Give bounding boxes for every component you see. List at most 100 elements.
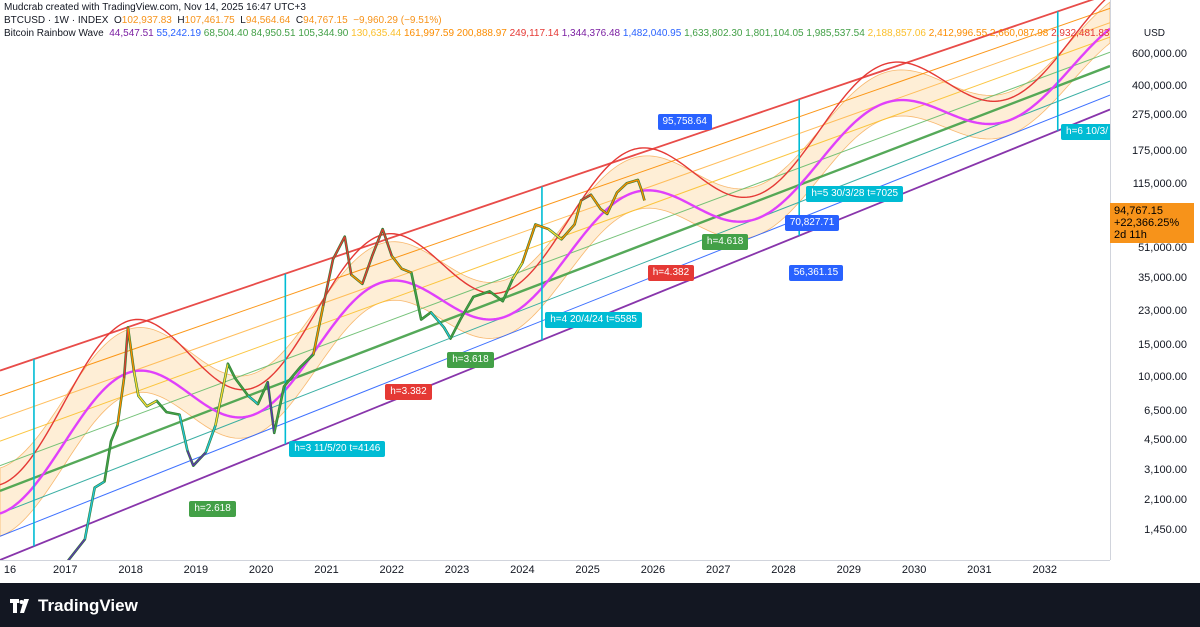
x-tick-label-14: 2030 xyxy=(901,564,927,576)
header-line-1: Mudcrab created with TradingView.com, No… xyxy=(4,2,306,14)
h-label: H xyxy=(177,15,185,26)
indicator-value-10: 1,482,040.95 xyxy=(622,28,685,39)
price-segment-18 xyxy=(192,452,207,467)
y-tick-label-4: 115,000.00 xyxy=(1132,178,1187,191)
h-value: 107,461.75 xyxy=(184,15,235,26)
y-tick-label-11: 4,500.00 xyxy=(1144,434,1187,447)
price-segment-29 xyxy=(312,305,324,355)
price-close: 94,767.15 xyxy=(1114,205,1163,217)
annotation-label-1[interactable]: h=3 11/5/20 t=4146 xyxy=(289,440,386,457)
time-axis[interactable]: 16 2017 2018 2019 2020 2021 2022 2023 2024 2025 20… xyxy=(0,560,1110,583)
indicator-value-8: 249,117.14 xyxy=(509,28,562,39)
price-segment-35 xyxy=(371,228,384,257)
indicator-value-2: 68,504.40 xyxy=(203,28,252,39)
price-segment-41 xyxy=(430,311,445,328)
price-segment-48 xyxy=(511,262,523,280)
symbol-text[interactable]: BTCUSD · 1W · INDEX xyxy=(4,15,109,26)
y-tick-label-8: 15,000.00 xyxy=(1138,339,1187,352)
indicator-value-16: 2,660,087.98 xyxy=(989,28,1052,39)
current-price-label: 94,767.15 +22,366.25% 2d 11h xyxy=(1110,203,1194,243)
indicator-value-12: 1,801,104.05 xyxy=(745,28,807,39)
indicator-name[interactable]: Bitcoin Rainbow Wave xyxy=(4,28,104,39)
price-segment-44 xyxy=(459,296,474,320)
indicator-value-9: 1,344,376.48 xyxy=(561,28,623,39)
y-tick-label-5: 51,000.00 xyxy=(1138,242,1187,255)
indicator-value-7: 200,888.97 xyxy=(456,28,510,39)
annotation-label-0[interactable]: h=2.618 xyxy=(189,501,236,518)
price-segment-19 xyxy=(205,425,217,453)
price-segment-23 xyxy=(247,395,259,405)
magenta-wave-line xyxy=(0,27,1110,515)
price-segment-60 xyxy=(637,179,643,192)
rainbow-band-3 xyxy=(0,64,1110,492)
price-segment-5 xyxy=(94,480,105,489)
change-value: −9,960.29 (−9.51%) xyxy=(353,15,442,26)
annotation-label-2[interactable]: h=3.382 xyxy=(385,383,432,400)
annotation-label-5[interactable]: 95,758.64 xyxy=(657,114,712,131)
x-tick-label-3: 2019 xyxy=(183,564,209,576)
header-line-2: BTCUSD · 1W · INDEX O102,937.83 H107,461… xyxy=(4,15,442,27)
c-value: 94,767.15 xyxy=(303,15,348,26)
x-tick-label-11: 2027 xyxy=(705,564,731,576)
price-axis[interactable]: USD 600,000.00 400,000.00 275,000.00 175,00… xyxy=(1110,0,1200,560)
indicator-value-4: 105,344.90 xyxy=(298,28,352,39)
rainbow-band-0 xyxy=(0,108,1110,560)
price-segment-22 xyxy=(234,377,249,397)
annotation-label-7[interactable]: h=4.618 xyxy=(701,234,749,251)
price-segment-37 xyxy=(391,255,403,270)
price-segment-58 xyxy=(616,182,628,193)
price-segment-49 xyxy=(521,224,537,264)
price-segment-39 xyxy=(410,272,422,320)
y-tick-label-1: 400,000.00 xyxy=(1131,79,1187,92)
x-tick-label-1: 2017 xyxy=(53,564,78,576)
rainbow-band-2 xyxy=(0,80,1110,515)
price-segment-24 xyxy=(257,381,269,405)
x-tick-label-12: 2028 xyxy=(771,564,796,576)
price-segment-42 xyxy=(443,327,452,339)
annotation-label-11[interactable]: h=6 10/3/ xyxy=(1061,124,1110,141)
rainbow-band-7 xyxy=(0,7,1110,397)
y-tick-label-7: 23,000.00 xyxy=(1138,305,1187,318)
price-segment-55 xyxy=(590,194,602,210)
price-segment-54 xyxy=(580,194,592,201)
rainbow-band-6 xyxy=(0,22,1110,419)
header-line-3: Bitcoin Rainbow Wave 44,547.51 55,242.19… xyxy=(4,28,1110,40)
tradingview-logo-icon xyxy=(10,599,29,613)
countdown: 2d 11h xyxy=(1114,229,1147,241)
annotation-label-9[interactable]: 56,361.15 xyxy=(788,264,844,281)
indicator-value-11: 1,633,802.30 xyxy=(684,28,746,39)
x-tick-label-0: 16 xyxy=(3,564,17,576)
price-segment-28 xyxy=(299,353,314,368)
price-segment-26 xyxy=(273,386,285,434)
indicator-value-0: 44,547.51 xyxy=(109,28,157,39)
price-segment-59 xyxy=(626,179,639,184)
price-segment-9 xyxy=(123,327,129,379)
annotation-label-4[interactable]: h=4 20/4/24 t=5585 xyxy=(545,311,642,328)
l-value: 94,564.64 xyxy=(245,15,291,26)
annotation-label-10[interactable]: h=5 30/3/28 t=7025 xyxy=(806,185,904,202)
price-segment-31 xyxy=(332,236,346,260)
y-tick-label-2: 275,000.00 xyxy=(1131,109,1187,122)
annotation-label-6[interactable]: 70,827.71 xyxy=(784,215,840,232)
x-tick-label-5: 2021 xyxy=(314,564,339,576)
currency-label: USD xyxy=(1143,28,1165,39)
y-tick-label-6: 35,000.00 xyxy=(1138,272,1187,285)
c-label: C xyxy=(295,15,304,26)
plot-area[interactable]: Mudcrab created with TradingView.com, No… xyxy=(0,0,1110,560)
indicator-value-17: 2,932,481.83 xyxy=(1051,28,1110,39)
tradingview-logo[interactable]: TradingView xyxy=(10,596,138,616)
price-segment-4 xyxy=(84,487,96,540)
indicator-value-15: 2,412,996.55 xyxy=(928,28,990,39)
credit-text: Mudcrab created with TradingView.com, No… xyxy=(4,2,306,13)
rainbow-band-4 xyxy=(0,51,1110,467)
annotation-label-8[interactable]: h=4.382 xyxy=(647,264,695,281)
indicator-value-1: 55,242.19 xyxy=(156,28,204,39)
x-tick-label-2: 2018 xyxy=(118,564,143,576)
x-tick-label-15: 2031 xyxy=(967,564,992,576)
price-segment-51 xyxy=(548,228,562,240)
rainbow-band-5 xyxy=(0,36,1110,442)
price-segment-57 xyxy=(606,192,618,215)
indicator-value-3: 84,950.51 xyxy=(251,28,299,39)
annotation-label-3[interactable]: h=3.618 xyxy=(447,351,494,368)
price-segment-52 xyxy=(561,223,576,240)
